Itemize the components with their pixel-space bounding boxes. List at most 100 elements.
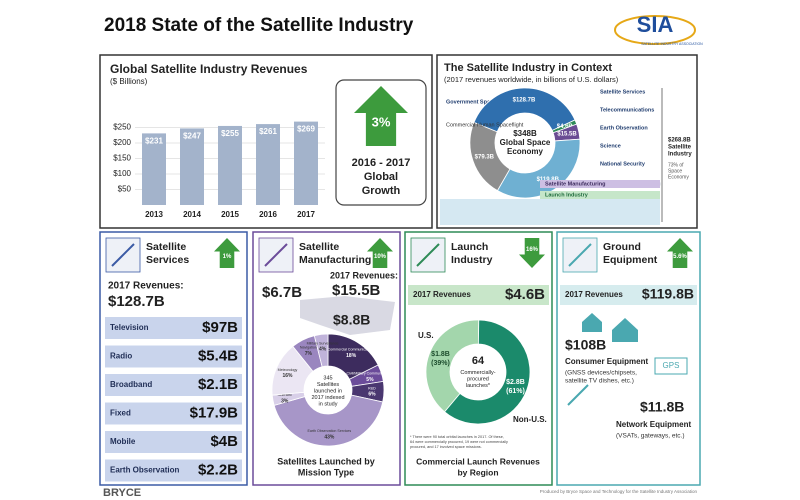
segment-label: $2.8B <box>506 379 525 386</box>
donut-center: 2017 indexed <box>311 395 344 401</box>
row-name: Earth Observation <box>110 466 179 475</box>
row-name: Mobile <box>110 437 136 446</box>
row-value: $97B <box>202 319 238 336</box>
donut-center: Global Space <box>500 138 551 147</box>
growth-label: Growth <box>362 185 401 197</box>
growth-arrow <box>667 238 693 268</box>
chart-title: Global Satellite Industry Revenues <box>110 62 308 76</box>
bar <box>256 124 280 205</box>
gps-label: GPS <box>663 361 680 370</box>
segment-label: 3% <box>281 398 289 404</box>
x-tick-label: 2015 <box>221 210 239 219</box>
row-value: $2.2B <box>198 461 238 478</box>
bar-value-label: $269 <box>297 125 315 134</box>
logo-swoosh <box>614 15 696 45</box>
y-tick-label: $250 <box>113 123 131 132</box>
growth-label: Global <box>364 171 398 183</box>
revenue-label: 2017 Revenues <box>565 290 623 299</box>
house-icon <box>612 318 638 342</box>
caption: Commercial Launch Revenues <box>416 456 540 466</box>
revenue-value: $128.7B <box>108 293 165 310</box>
row-value: $5.4B <box>198 347 238 364</box>
segment-label: $4.6B <box>557 124 574 130</box>
panel-title: Manufacturing <box>299 254 371 266</box>
network-label: Network Equipment <box>616 420 691 429</box>
industry-label: Industry <box>668 152 692 158</box>
panel-title: Equipment <box>603 254 658 266</box>
x-tick-label: 2014 <box>183 210 201 219</box>
band <box>540 191 660 199</box>
band-label: Satellite Manufacturing <box>545 181 606 187</box>
segment-label: 7% <box>305 351 313 357</box>
band-label: Launch Industry <box>545 192 589 198</box>
y-tick-label: $50 <box>118 185 132 194</box>
caption: by Region <box>457 467 498 477</box>
panel-title: Ground <box>603 241 641 253</box>
chart-subtitle: ($ Billions) <box>110 77 148 86</box>
donut-center: 64 <box>472 355 485 367</box>
growth-arrow <box>519 238 545 268</box>
bar-value-label: $261 <box>259 127 277 136</box>
industry-label: Satellite <box>668 145 692 151</box>
segment-label: $79.3B <box>475 155 495 161</box>
bar <box>142 133 166 205</box>
chart-subtitle: (2017 revenues worldwide, in billions of… <box>444 75 619 84</box>
panel-title: Services <box>146 254 189 266</box>
growth-arrow <box>214 238 240 268</box>
donut-center: $348B <box>513 129 537 138</box>
donut-segment <box>473 87 576 133</box>
x-tick-label: 2013 <box>145 210 163 219</box>
segment-category: R&D <box>368 386 376 390</box>
footer-brand: BRYCE <box>103 487 141 499</box>
footer-credit: Produced by Bryce Space and Technology f… <box>540 489 698 494</box>
segment-category: Navigation <box>300 346 317 350</box>
network-value: $11.8B <box>640 399 684 415</box>
dish-icon <box>567 384 589 406</box>
footnote: procured, and 17 involved space missions… <box>410 445 482 449</box>
growth-value: 3% <box>372 115 391 130</box>
segment-label: 16% <box>282 373 293 379</box>
segment-label: 18% <box>346 353 357 359</box>
revenue-band <box>560 285 697 305</box>
segment-label: $15.5B <box>557 132 577 138</box>
donut-hole <box>304 366 352 414</box>
row-value: $17.9B <box>190 404 239 421</box>
donut-center: in study <box>319 401 338 407</box>
donut-center: procured <box>467 376 489 382</box>
row-bg <box>105 317 242 339</box>
segment-category: Commercial Communications <box>328 348 375 352</box>
row-bg <box>105 459 242 482</box>
footnote: 64 were commercially procured, 19 were n… <box>410 440 508 444</box>
industry-share: Space <box>668 168 682 174</box>
icon-stroke <box>111 243 135 267</box>
growth-label: 2016 - 2017 <box>352 157 411 169</box>
caption: Satellites Launched by <box>277 456 375 466</box>
icon-stroke <box>264 243 288 267</box>
segment-share: (39%) <box>431 360 450 367</box>
segment-label: $128.7B <box>513 98 536 104</box>
segment-category: Earth Observation Services <box>307 429 351 433</box>
segment-category: Civil/Military Communications <box>346 372 393 376</box>
bar-value-label: $231 <box>145 136 163 145</box>
context-label: Earth Observation <box>600 125 648 131</box>
revenue-label: 2017 Revenues: <box>108 281 184 292</box>
x-tick-label: 2017 <box>297 210 315 219</box>
segment-label: $1.8B <box>431 351 450 358</box>
segment-label: 6% <box>368 392 376 398</box>
context-label: National Security <box>600 161 646 167</box>
y-tick-label: $200 <box>113 138 131 147</box>
y-tick-label: $100 <box>113 169 131 178</box>
row-name: Radio <box>110 352 132 361</box>
revenue-band <box>408 285 549 305</box>
us-value: $6.7B <box>262 284 302 301</box>
donut-center: 345 <box>323 375 332 381</box>
bar-value-label: $247 <box>183 132 201 141</box>
segment-category: Non-U.S. <box>513 415 547 424</box>
row-bg <box>105 431 242 453</box>
chart-title: The Satellite Industry in Context <box>444 62 612 74</box>
growth-value: 5.6% <box>673 254 687 260</box>
row-bg <box>105 374 242 396</box>
x-tick-label: 2016 <box>259 210 277 219</box>
donut-segment <box>444 319 531 425</box>
consumer-value: $108B <box>565 337 606 353</box>
